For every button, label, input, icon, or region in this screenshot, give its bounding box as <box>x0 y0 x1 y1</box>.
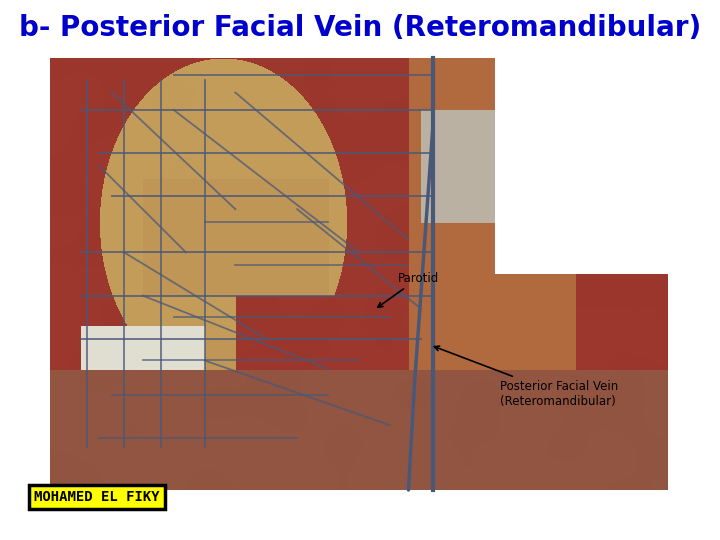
Text: Parotid: Parotid <box>378 272 439 307</box>
Text: b- Posterior Facial Vein (Reteromandibular): b- Posterior Facial Vein (Reteromandibul… <box>19 14 701 42</box>
Text: Posterior Facial Vein
(Reteromandibular): Posterior Facial Vein (Reteromandibular) <box>434 346 618 408</box>
Text: MOHAMED EL FIKY: MOHAMED EL FIKY <box>34 490 160 504</box>
